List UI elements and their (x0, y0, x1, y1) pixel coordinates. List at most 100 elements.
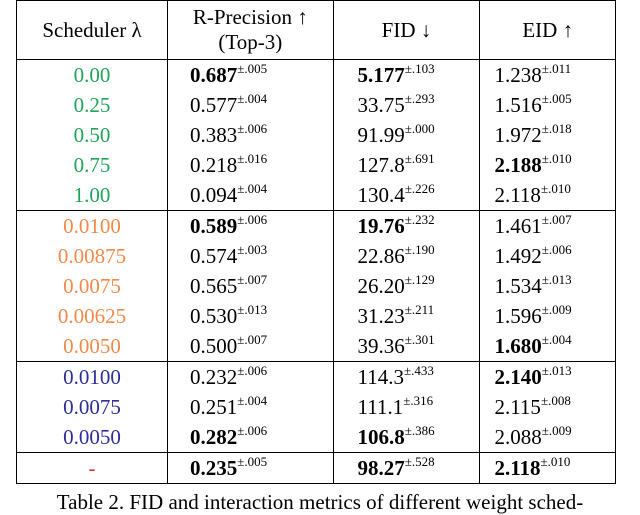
table-row: 0.50 0.383±.006 91.99±.000 1.972±.018 (15, 120, 616, 150)
cell-fid-std: ±.301 (404, 332, 435, 347)
cell-r-precision: 0.282±.006 (168, 422, 333, 453)
cell-r-precision: 0.574±.003 (168, 241, 333, 271)
cell-r-precision-value: 0.235 (190, 456, 238, 480)
cell-eid: 2.088±.009 (479, 422, 616, 453)
cell-eid-value: 1.461 (494, 214, 542, 238)
cell-r-precision: 0.232±.006 (168, 362, 333, 393)
cell-fid-value: 26.20 (357, 274, 405, 298)
cell-scheduler-lambda: 1.00 (15, 180, 169, 211)
cell-fid-value: 106.8 (357, 425, 405, 449)
cell-fid-std: ±.190 (404, 242, 435, 257)
header-fid: FID ↓ (332, 0, 480, 60)
cell-scheduler-lambda: 0.25 (15, 90, 169, 120)
cell-r-precision-std: ±.003 (237, 242, 268, 257)
cell-fid-std: ±.232 (404, 212, 435, 227)
cell-fid: 22.86±.190 (332, 241, 480, 271)
table-row: 0.0075 0.251±.004 111.1±.316 2.115±.008 (15, 392, 616, 422)
cell-fid-value: 5.177 (357, 63, 405, 87)
cell-eid-value: 2.188 (494, 153, 542, 177)
cell-fid: 91.99±.000 (332, 120, 480, 150)
cell-eid-value: 2.118 (494, 456, 541, 480)
cell-r-precision: 0.530±.013 (168, 301, 333, 331)
cell-r-precision-std: ±.016 (237, 151, 268, 166)
cell-fid: 130.4±.226 (332, 180, 480, 211)
cell-scheduler-lambda: 0.50 (15, 120, 169, 150)
cell-r-precision-std: ±.007 (237, 332, 268, 347)
cell-eid-std: ±.010 (540, 454, 571, 469)
table-row: 0.00875 0.574±.003 22.86±.190 1.492±.006 (15, 241, 616, 271)
cell-r-precision-std: ±.004 (237, 181, 268, 196)
cell-eid-value: 2.088 (494, 425, 542, 449)
cell-eid-value: 2.118 (494, 183, 541, 207)
header-scheduler: Scheduler λ (15, 0, 169, 60)
cell-eid-std: ±.010 (540, 181, 571, 196)
cell-r-precision-value: 0.687 (190, 63, 238, 87)
cell-r-precision-std: ±.005 (237, 454, 268, 469)
cell-r-precision-std: ±.004 (237, 393, 268, 408)
cell-eid: 1.238±.011 (479, 59, 616, 90)
cell-eid-value: 2.115 (494, 395, 541, 419)
cell-scheduler-lambda: - (15, 452, 169, 484)
cell-fid-value: 19.76 (357, 214, 405, 238)
cell-fid: 33.75±.293 (332, 90, 480, 120)
cell-r-precision-value: 0.589 (190, 214, 238, 238)
cell-r-precision-value: 0.218 (190, 153, 238, 177)
cell-fid: 39.36±.301 (332, 331, 480, 362)
cell-fid-std: ±.211 (404, 302, 435, 317)
table-row: 0.0050 0.500±.007 39.36±.301 1.680±.004 (15, 331, 616, 362)
table-group: 0.0100 0.232±.006 114.3±.433 2.140±.013 0.00… (15, 361, 616, 453)
cell-eid-value: 1.492 (494, 244, 542, 268)
header-r-precision-line2: (Top-3) (218, 30, 283, 54)
cell-fid-value: 31.23 (357, 304, 405, 328)
table-row: 0.0075 0.565±.007 26.20±.129 1.534±.013 (15, 271, 616, 301)
cell-r-precision-value: 0.574 (190, 244, 238, 268)
cell-scheduler-lambda: 0.00875 (15, 241, 169, 271)
cell-r-precision-std: ±.007 (237, 272, 268, 287)
cell-eid-value: 1.534 (494, 274, 542, 298)
cell-fid-std: ±.433 (403, 363, 434, 378)
cell-scheduler-lambda: 0.00 (15, 59, 169, 90)
cell-r-precision: 0.383±.006 (168, 120, 333, 150)
table-group: 0.00 0.687±.005 5.177±.103 1.238±.011 0.25 0.… (15, 59, 616, 211)
cell-r-precision: 0.094±.004 (168, 180, 333, 211)
cell-r-precision-value: 0.530 (190, 304, 238, 328)
results-table-container: Scheduler λ R-Precision ↑ (Top-3) FID ↓ … (15, 0, 616, 484)
table-caption: Table 2. FID and interaction metrics of … (56, 490, 584, 514)
cell-eid: 2.140±.013 (479, 361, 616, 392)
cell-r-precision-std: ±.005 (237, 61, 268, 76)
cell-fid: 19.76±.232 (332, 210, 480, 241)
cell-r-precision: 0.235±.005 (168, 453, 333, 484)
cell-fid: 26.20±.129 (332, 271, 480, 301)
cell-eid: 1.680±.004 (479, 331, 616, 362)
cell-fid-std: ±.316 (403, 393, 434, 408)
table-group: 0.0100 0.589±.006 19.76±.232 1.461±.007 0.00… (15, 210, 616, 362)
cell-r-precision: 0.577±.004 (168, 90, 333, 120)
cell-eid: 1.596±.009 (479, 301, 616, 331)
cell-eid-value: 1.516 (494, 93, 542, 117)
cell-r-precision: 0.218±.016 (168, 150, 333, 180)
cell-r-precision: 0.500±.007 (168, 331, 333, 362)
cell-fid-value: 130.4 (357, 183, 405, 207)
cell-fid-std: ±.226 (404, 181, 435, 196)
cell-eid-std: ±.010 (541, 151, 572, 166)
cell-scheduler-lambda: 0.75 (15, 150, 169, 180)
table-row: 0.0100 0.589±.006 19.76±.232 1.461±.007 (15, 210, 616, 241)
cell-eid-std: ±.008 (540, 393, 571, 408)
cell-r-precision-value: 0.565 (190, 274, 238, 298)
cell-scheduler-lambda: 0.00625 (15, 301, 169, 331)
cell-r-precision-std: ±.013 (237, 302, 268, 317)
cell-eid: 2.118±.010 (479, 180, 616, 211)
cell-fid-value: 39.36 (357, 334, 405, 358)
header-eid: EID ↑ (479, 0, 616, 60)
cell-r-precision-value: 0.282 (190, 425, 238, 449)
cell-eid-std: ±.009 (541, 423, 572, 438)
cell-fid-value: 127.8 (357, 153, 405, 177)
cell-eid-value: 2.140 (494, 365, 542, 389)
header-r-precision: R-Precision ↑ (Top-3) (168, 1, 333, 60)
cell-eid-std: ±.005 (541, 91, 572, 106)
cell-r-precision-std: ±.006 (237, 423, 268, 438)
cell-r-precision-value: 0.232 (190, 365, 238, 389)
cell-fid-std: ±.386 (404, 423, 435, 438)
cell-scheduler-lambda: 0.0100 (15, 210, 169, 241)
cell-scheduler-lambda: 0.0075 (15, 271, 169, 301)
